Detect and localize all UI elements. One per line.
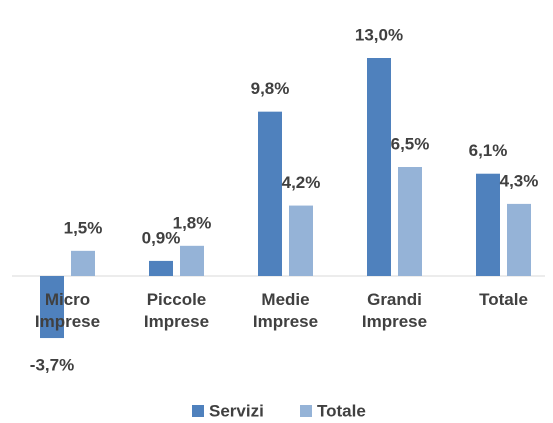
bar <box>180 245 204 276</box>
x-tick-label: Micro Imprese <box>34 290 101 331</box>
data-label: 13,0% <box>355 25 403 44</box>
x-tick-label: Piccole Imprese <box>143 290 210 331</box>
bar <box>40 276 64 339</box>
bar <box>289 205 313 276</box>
bar <box>507 203 531 276</box>
data-label: 4,3% <box>500 171 539 190</box>
x-tick-label: Totale <box>479 290 528 309</box>
bar <box>476 173 500 276</box>
data-label: 6,1% <box>469 141 508 160</box>
bar <box>398 167 422 276</box>
legend-swatch <box>300 405 312 417</box>
bar <box>71 250 95 276</box>
bar <box>258 111 282 277</box>
bar <box>367 58 391 276</box>
data-label: 9,8% <box>251 79 290 98</box>
data-label: 1,8% <box>173 213 212 232</box>
data-label: 0,9% <box>142 228 181 247</box>
data-label: 1,5% <box>64 218 103 237</box>
data-label: 4,2% <box>282 173 321 192</box>
legend-label: Servizi <box>209 401 264 420</box>
legend-swatch <box>192 405 204 417</box>
x-tick-label: Grandi Imprese <box>361 290 428 331</box>
bar <box>149 260 173 276</box>
data-label: -3,7% <box>30 356 74 375</box>
x-tick-label: Medie Imprese <box>252 290 319 331</box>
data-label: 6,5% <box>391 134 430 153</box>
legend-label: Totale <box>317 401 366 420</box>
